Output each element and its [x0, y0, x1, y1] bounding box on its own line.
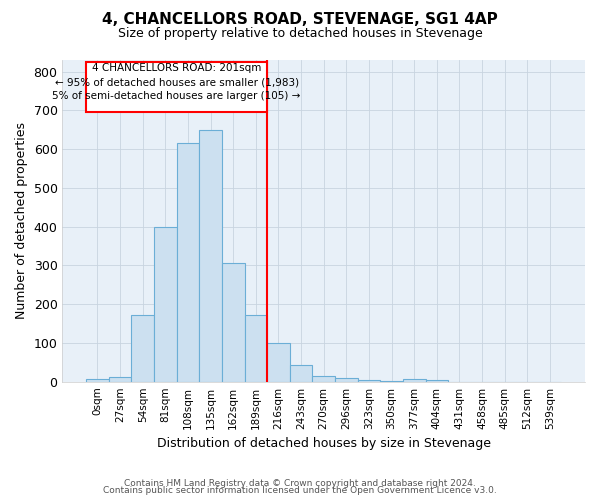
Text: Size of property relative to detached houses in Stevenage: Size of property relative to detached ho…	[118, 28, 482, 40]
Bar	[86, 62, 267, 112]
Bar	[222, 264, 245, 382]
Bar	[358, 380, 380, 382]
Bar	[131, 315, 154, 382]
Bar	[425, 380, 448, 382]
Text: 4 CHANCELLORS ROAD: 201sqm
← 95% of detached houses are smaller (1,983)
5% of se: 4 CHANCELLORS ROAD: 201sqm ← 95% of deta…	[52, 64, 301, 102]
Bar	[109, 376, 131, 382]
Bar	[403, 379, 425, 382]
Bar	[154, 226, 176, 382]
X-axis label: Distribution of detached houses by size in Stevenage: Distribution of detached houses by size …	[157, 437, 491, 450]
Bar	[199, 130, 222, 382]
Bar	[176, 144, 199, 382]
Bar	[245, 315, 267, 382]
Bar	[267, 343, 290, 382]
Bar	[380, 380, 403, 382]
Bar	[335, 378, 358, 382]
Y-axis label: Number of detached properties: Number of detached properties	[15, 122, 28, 320]
Bar	[290, 366, 313, 382]
Text: 4, CHANCELLORS ROAD, STEVENAGE, SG1 4AP: 4, CHANCELLORS ROAD, STEVENAGE, SG1 4AP	[102, 12, 498, 28]
Bar	[86, 378, 109, 382]
Text: Contains public sector information licensed under the Open Government Licence v3: Contains public sector information licen…	[103, 486, 497, 495]
Bar	[313, 376, 335, 382]
Text: Contains HM Land Registry data © Crown copyright and database right 2024.: Contains HM Land Registry data © Crown c…	[124, 478, 476, 488]
